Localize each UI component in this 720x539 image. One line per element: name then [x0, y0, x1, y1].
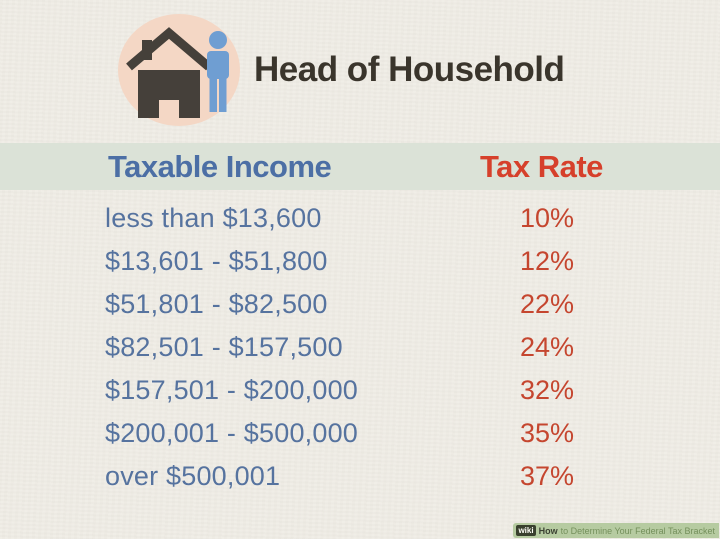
- table-header-band: Taxable Income Tax Rate: [0, 143, 720, 190]
- tax-bracket-table: less than $13,600 10% $13,601 - $51,800 …: [0, 197, 720, 498]
- watermark-text: to Determine Your Federal Tax Bracket: [560, 525, 715, 536]
- tax-rate: 22%: [520, 289, 575, 319]
- table-row: $13,601 - $51,800 12%: [0, 240, 720, 283]
- tax-rate: 37%: [520, 461, 575, 491]
- table-row: $157,501 - $200,000 32%: [0, 369, 720, 412]
- income-range: over $500,001: [105, 461, 281, 491]
- house-and-person-icon: [126, 27, 229, 118]
- income-range: $157,501 - $200,000: [105, 375, 359, 405]
- table-row: less than $13,600 10%: [0, 197, 720, 240]
- column-header-tax-rate: Tax Rate: [480, 149, 603, 184]
- income-range: less than $13,600: [105, 203, 322, 233]
- tax-rate: 10%: [520, 203, 575, 233]
- watermark-bold-word: How: [538, 525, 558, 536]
- tax-rate: 32%: [520, 375, 575, 405]
- tax-rate: 12%: [520, 246, 575, 276]
- table-row: $51,801 - $82,500 22%: [0, 283, 720, 326]
- income-range: $82,501 - $157,500: [105, 332, 343, 362]
- wikihow-logo: wiki: [516, 525, 536, 536]
- table-row: over $500,001 37%: [0, 455, 720, 498]
- table-row: $82,501 - $157,500 24%: [0, 326, 720, 369]
- icon-circle: [118, 14, 240, 126]
- header: Head of Household: [118, 14, 565, 126]
- tax-rate: 24%: [520, 332, 575, 362]
- page-title: Head of Household: [254, 50, 565, 89]
- tax-rate: 35%: [520, 418, 575, 448]
- wikihow-watermark: wiki How to Determine Your Federal Tax B…: [513, 523, 719, 538]
- income-range: $200,001 - $500,000: [105, 418, 359, 448]
- column-header-taxable-income: Taxable Income: [108, 149, 332, 184]
- income-range: $13,601 - $51,800: [105, 246, 328, 276]
- table-row: $200,001 - $500,000 35%: [0, 412, 720, 455]
- income-range: $51,801 - $82,500: [105, 289, 328, 319]
